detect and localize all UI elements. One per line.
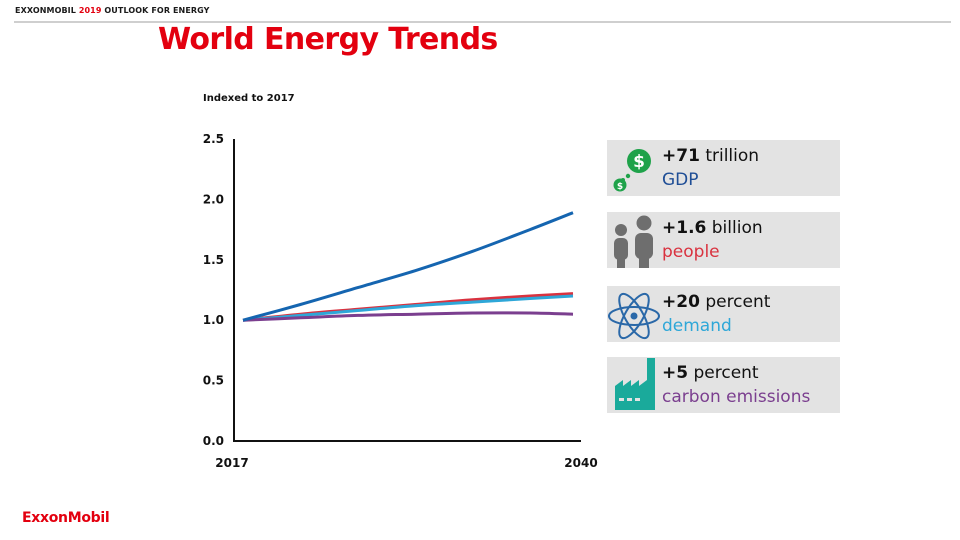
- series-line-demand: [242, 294, 574, 322]
- page-title: World Energy Trends: [158, 22, 498, 57]
- y-tick-label: 1.0: [203, 313, 224, 327]
- svg-text:$: $: [617, 182, 623, 192]
- stat-card-demand: +20 percent demand: [607, 286, 840, 342]
- stat-number: +71: [662, 146, 700, 166]
- y-tick-label: 0.5: [203, 374, 224, 388]
- stat-card-gdp: $ $ +71 trillion GDP: [607, 140, 840, 196]
- dollar-coins-icon: $ $: [613, 149, 651, 192]
- stat-label: carbon emissions: [662, 387, 811, 407]
- x-tick-label: 2040: [564, 456, 597, 470]
- y-tick-label: 0.0: [203, 434, 224, 448]
- stat-value: +5 percent: [662, 363, 759, 383]
- stat-number: +1.6: [662, 218, 707, 238]
- stat-unit: trillion: [705, 146, 760, 166]
- header-divider: [14, 21, 951, 23]
- y-tick-label: 2.5: [203, 132, 224, 146]
- y-axis-caption: Indexed to 2017: [203, 93, 295, 104]
- atom-icon: [608, 292, 660, 340]
- stat-label: people: [662, 242, 720, 262]
- series-lines: [242, 211, 574, 322]
- factory-icon: [615, 358, 655, 410]
- y-tick-labels: 0.0 0.5 1.0 1.5 2.0 2.5: [203, 132, 224, 448]
- people-icon: [614, 215, 653, 268]
- svg-text:$: $: [633, 152, 645, 172]
- y-tick-label: 2.0: [203, 192, 224, 206]
- stat-unit: percent: [705, 292, 771, 312]
- header-year: 2019: [78, 6, 102, 15]
- stat-unit: billion: [711, 218, 763, 238]
- stat-card-people: +1.6 billion people: [607, 212, 840, 268]
- stat-value: +20 percent: [662, 292, 770, 312]
- stat-value: +1.6 billion: [662, 218, 763, 238]
- stat-number: +5: [662, 363, 689, 383]
- stat-unit: percent: [693, 363, 759, 383]
- series-line-gdp: [242, 211, 574, 322]
- header-brand: EXXONMOBIL: [15, 6, 76, 15]
- y-tick-label: 1.5: [203, 253, 224, 267]
- series-line-carbon-emissions: [242, 311, 574, 322]
- document-header: EXXONMOBIL 2019 OUTLOOK FOR ENERGY: [15, 6, 210, 15]
- stat-label: GDP: [662, 170, 699, 190]
- x-tick-labels: 2017 2040: [215, 456, 597, 470]
- stat-value: +71 trillion: [662, 146, 759, 166]
- x-tick-label: 2017: [215, 456, 248, 470]
- exxonmobil-logo: ExxonMobil: [22, 510, 110, 526]
- stat-number: +20: [662, 292, 700, 312]
- stat-label: demand: [662, 316, 732, 336]
- stat-card-emissions: +5 percent carbon emissions: [607, 357, 840, 413]
- header-suffix: OUTLOOK FOR ENERGY: [104, 6, 210, 15]
